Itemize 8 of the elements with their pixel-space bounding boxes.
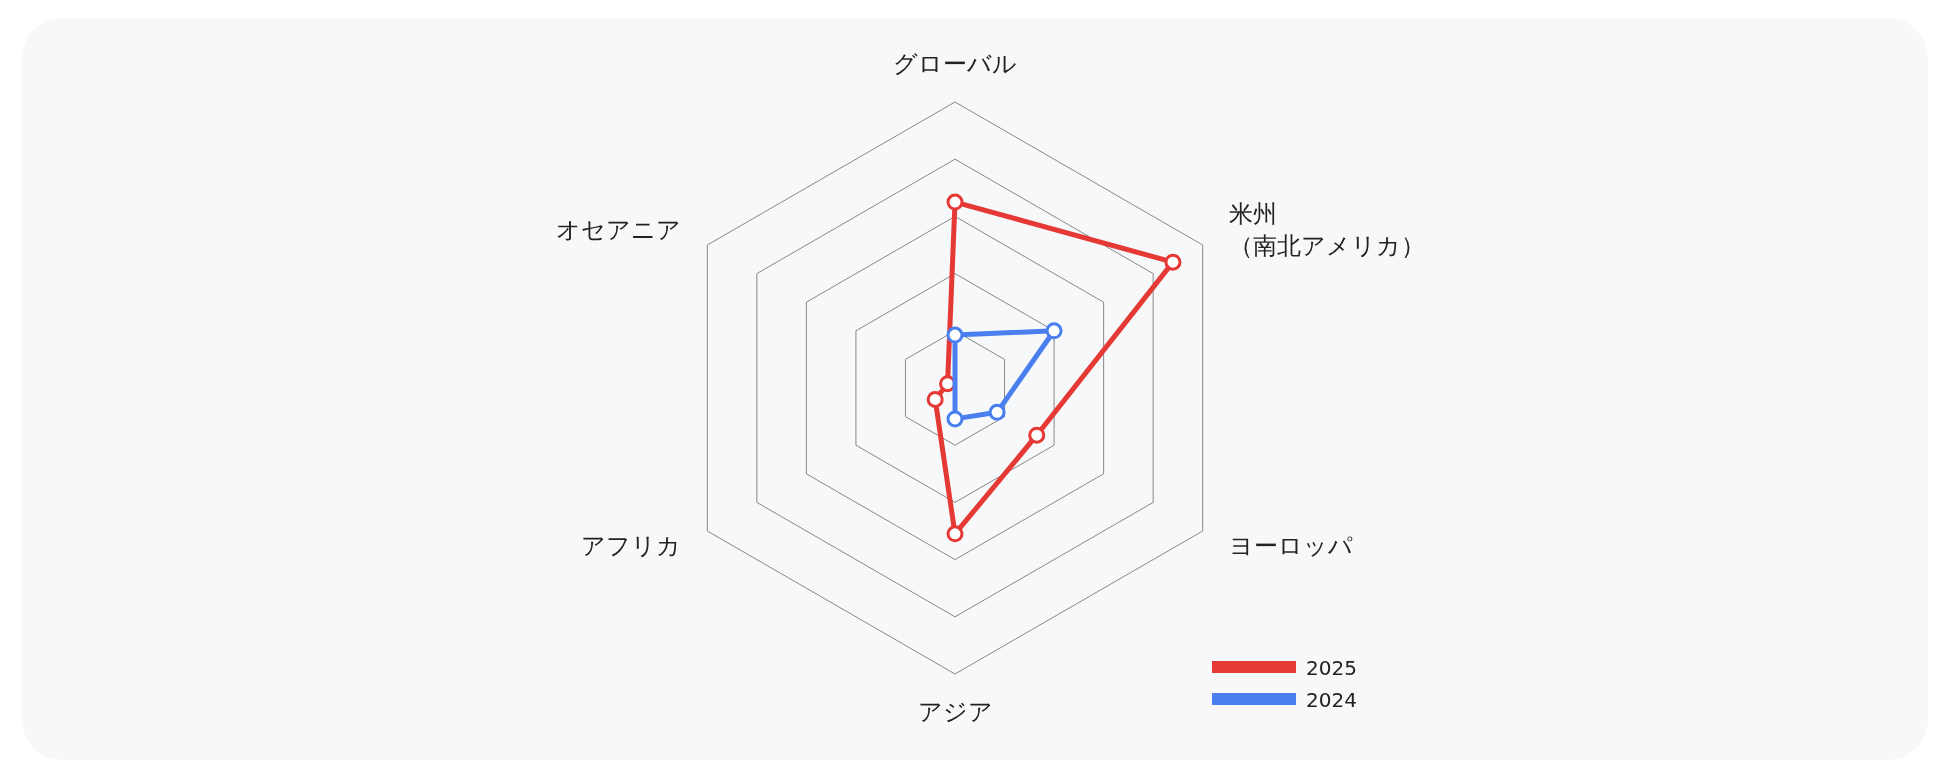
spoke-label: アジア <box>917 698 993 726</box>
spoke-label: オセアニア <box>556 216 682 244</box>
spoke-label: グローバル <box>893 50 1017 78</box>
spoke-label: アフリカ <box>581 532 682 560</box>
legend-label: 2024 <box>1306 688 1357 712</box>
spoke-label: 米州（南北アメリカ） <box>1228 200 1425 260</box>
spoke-label: ヨーロッパ <box>1228 532 1353 560</box>
legend-label: 2025 <box>1306 656 1357 680</box>
